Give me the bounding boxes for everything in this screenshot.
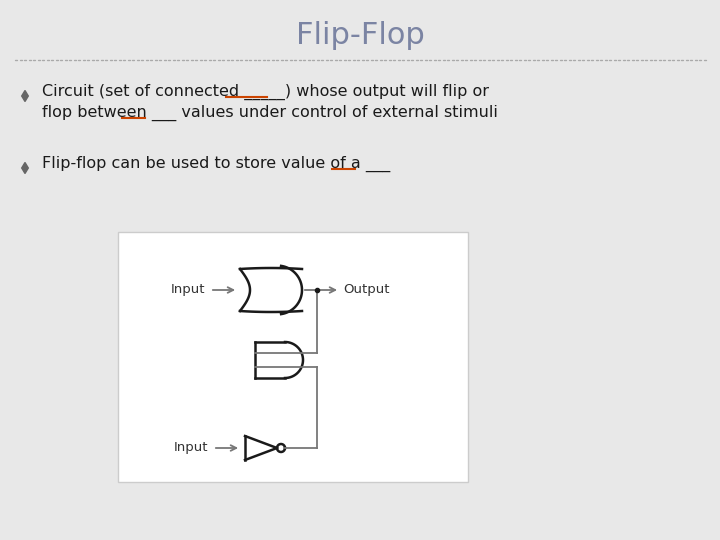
Polygon shape [22, 91, 28, 102]
Text: Flip-Flop: Flip-Flop [296, 21, 424, 50]
FancyBboxPatch shape [118, 232, 468, 482]
Text: Input: Input [174, 442, 208, 455]
Text: Output: Output [343, 284, 390, 296]
Text: Input: Input [171, 284, 205, 296]
Text: Circuit (set of connected _____) whose output will flip or: Circuit (set of connected _____) whose o… [42, 84, 489, 100]
Text: Flip-flop can be used to store value of a ___: Flip-flop can be used to store value of … [42, 156, 390, 172]
Text: flop between ___ values under control of external stimuli: flop between ___ values under control of… [42, 105, 498, 121]
Polygon shape [22, 163, 28, 173]
